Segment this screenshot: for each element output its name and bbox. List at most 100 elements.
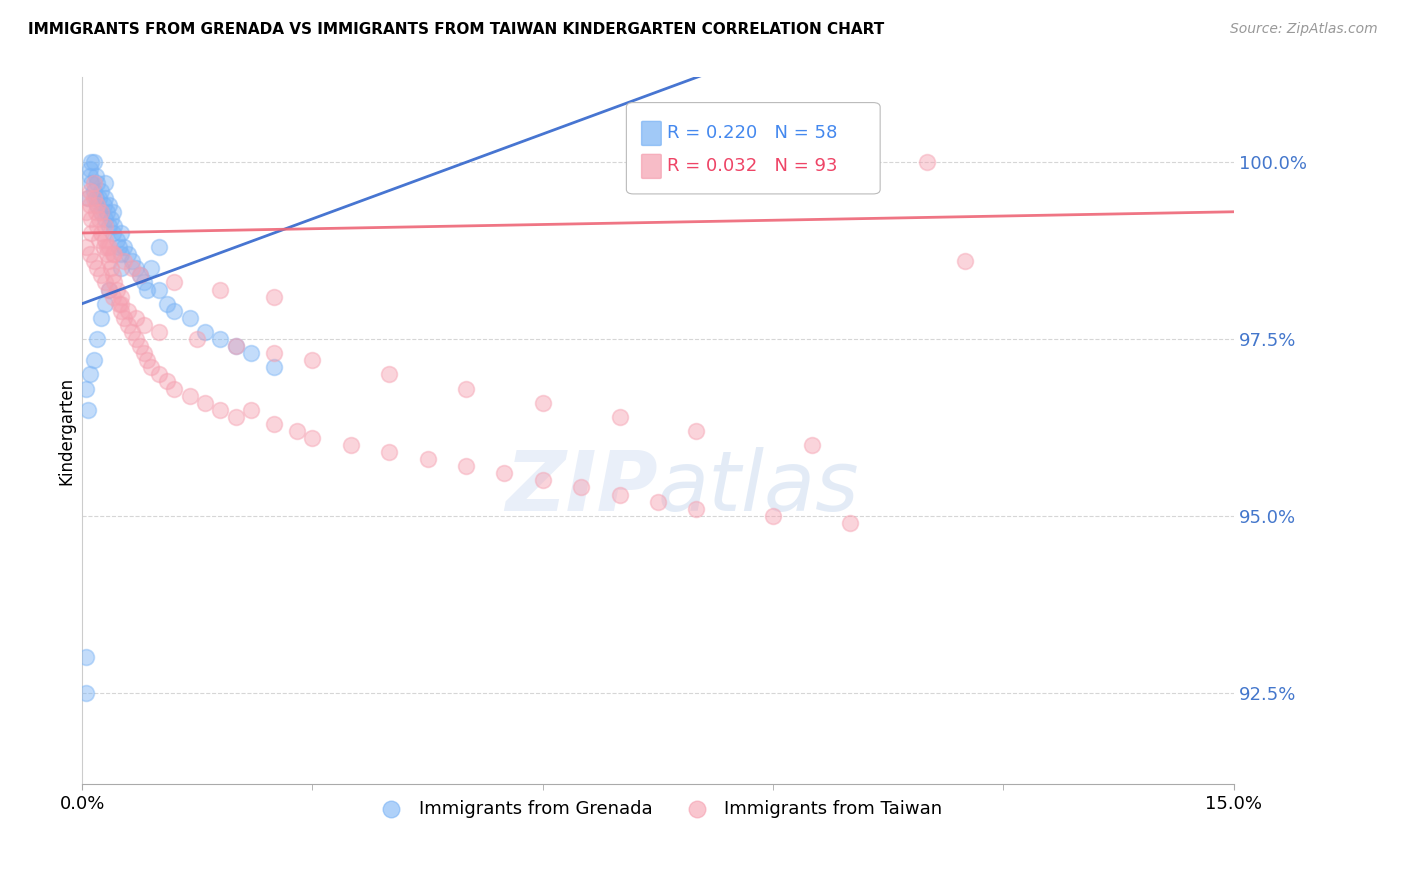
Point: [121, 261, 143, 276]
Point: [132, 346, 155, 360]
Point: [84, 191, 107, 205]
Point: [263, 417, 285, 431]
Text: IMMIGRANTS FROM GRENADA VS IMMIGRANTS FROM TAIWAN KINDERGARTEN CORRELATION CHART: IMMIGRANTS FROM GRENADA VS IMMIGRANTS FR…: [28, 22, 884, 37]
Point: [494, 467, 516, 481]
Point: [148, 368, 170, 382]
Point: [96, 247, 118, 261]
Point: [96, 204, 118, 219]
Point: [225, 339, 247, 353]
Point: [90, 226, 112, 240]
Text: R = 0.220   N = 58: R = 0.220 N = 58: [666, 124, 837, 143]
Point: [121, 254, 143, 268]
Point: [98, 283, 121, 297]
Point: [163, 303, 186, 318]
Point: [98, 283, 121, 297]
Point: [80, 211, 103, 226]
Point: [101, 247, 124, 261]
Point: [117, 247, 139, 261]
Point: [148, 283, 170, 297]
Point: [94, 219, 117, 233]
Point: [110, 261, 132, 276]
Legend: Immigrants from Grenada, Immigrants from Taiwan: Immigrants from Grenada, Immigrants from…: [366, 792, 949, 825]
Point: [90, 184, 112, 198]
Point: [263, 346, 285, 360]
Point: [132, 276, 155, 290]
Point: [155, 296, 177, 310]
Point: [569, 481, 592, 495]
Text: ZIP: ZIP: [505, 447, 658, 528]
Point: [93, 197, 115, 211]
Point: [94, 177, 117, 191]
Point: [79, 162, 101, 177]
Point: [75, 204, 97, 219]
Point: [75, 685, 97, 699]
Point: [94, 211, 117, 226]
Point: [110, 290, 132, 304]
Point: [75, 650, 97, 665]
Point: [83, 254, 105, 268]
Point: [90, 310, 112, 325]
Point: [340, 438, 363, 452]
Point: [110, 296, 132, 310]
Point: [148, 325, 170, 339]
Point: [79, 197, 101, 211]
Point: [83, 353, 105, 368]
Point: [121, 325, 143, 339]
Point: [263, 360, 285, 375]
Point: [209, 402, 232, 417]
Point: [94, 233, 117, 247]
Point: [416, 452, 439, 467]
Point: [80, 155, 103, 169]
Point: [110, 226, 132, 240]
Point: [125, 332, 148, 346]
Point: [762, 508, 785, 523]
Point: [98, 197, 121, 211]
Point: [531, 395, 554, 409]
Point: [838, 516, 860, 530]
Point: [240, 402, 263, 417]
Point: [101, 290, 124, 304]
Point: [301, 431, 323, 445]
Point: [163, 382, 186, 396]
Point: [209, 283, 232, 297]
Point: [94, 191, 117, 205]
Point: [83, 191, 105, 205]
Point: [101, 204, 124, 219]
Point: [263, 290, 285, 304]
Point: [105, 233, 128, 247]
Point: [110, 247, 132, 261]
Point: [225, 339, 247, 353]
Point: [90, 204, 112, 219]
Point: [83, 184, 105, 198]
Point: [285, 424, 308, 438]
Point: [132, 318, 155, 332]
Point: [77, 191, 100, 205]
Point: [915, 155, 938, 169]
Point: [609, 409, 631, 424]
Point: [209, 332, 232, 346]
Point: [141, 360, 163, 375]
Point: [800, 438, 823, 452]
Point: [86, 219, 108, 233]
Point: [301, 353, 323, 368]
Point: [87, 211, 110, 226]
Point: [80, 226, 103, 240]
Text: R = 0.032   N = 93: R = 0.032 N = 93: [666, 157, 838, 176]
Point: [128, 268, 150, 283]
Point: [90, 204, 112, 219]
Point: [79, 247, 101, 261]
Point: [136, 353, 159, 368]
Point: [141, 261, 163, 276]
Point: [647, 494, 669, 508]
Point: [108, 240, 131, 254]
Point: [83, 155, 105, 169]
Point: [186, 332, 208, 346]
Point: [87, 191, 110, 205]
Point: [87, 233, 110, 247]
Point: [98, 219, 121, 233]
Point: [93, 240, 115, 254]
Point: [531, 474, 554, 488]
Point: [225, 409, 247, 424]
Point: [98, 254, 121, 268]
Point: [75, 382, 97, 396]
